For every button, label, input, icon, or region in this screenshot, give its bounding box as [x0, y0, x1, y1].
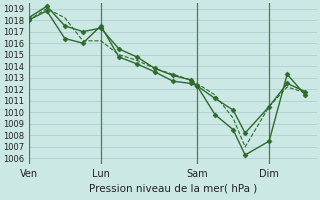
X-axis label: Pression niveau de la mer( hPa ): Pression niveau de la mer( hPa )	[89, 183, 257, 193]
